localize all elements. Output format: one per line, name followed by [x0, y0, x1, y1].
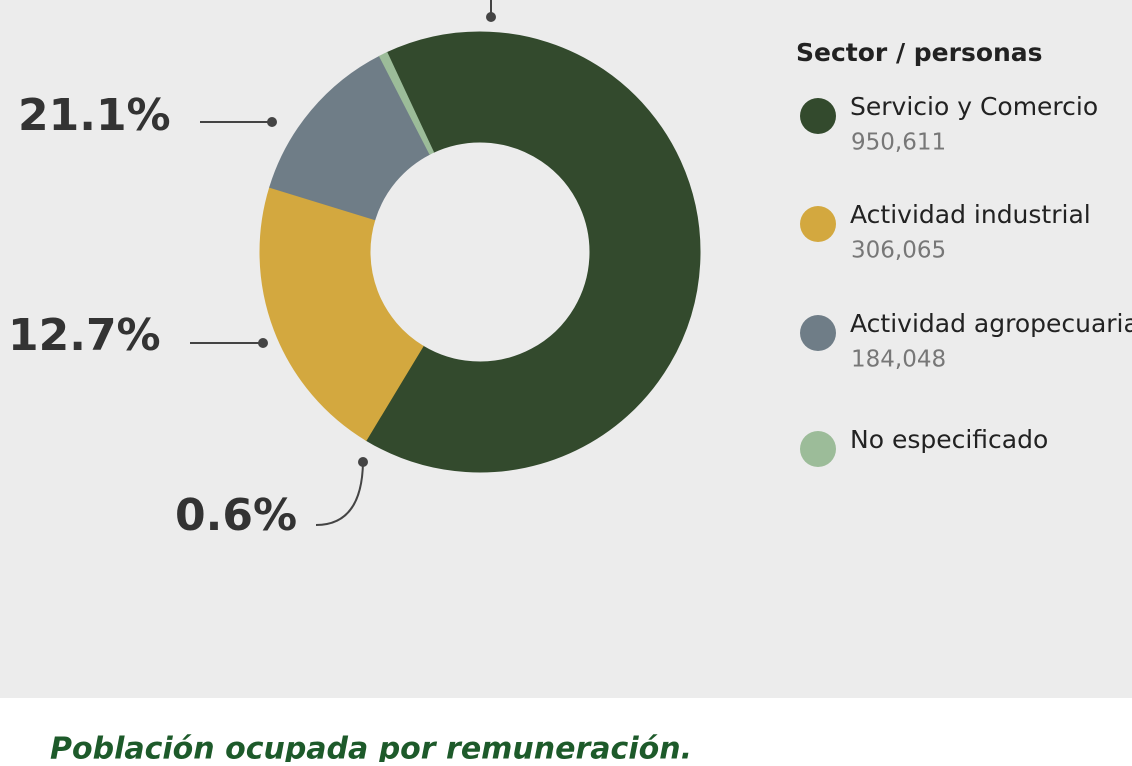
leader-line: [315, 461, 364, 526]
legend-label: Actividad agropecuaria: [850, 309, 1132, 338]
legend-marker: [800, 206, 836, 242]
data-label: 12.7%: [8, 310, 161, 361]
legend-marker: [800, 98, 836, 134]
legend-label: Servicio y Comercio: [850, 92, 1098, 121]
pie-slice: [365, 31, 701, 473]
legend-label: Actividad industrial: [850, 200, 1091, 229]
legend-title: Sector / personas: [796, 38, 1043, 67]
leader-dot: [486, 12, 496, 22]
data-label: 21.1%: [18, 90, 171, 141]
legend-count: 184,048: [851, 347, 946, 373]
legend-marker: [800, 315, 836, 351]
legend-count: 950,611: [851, 130, 946, 156]
legend-label: No especificado: [850, 425, 1048, 454]
legend-count: 306,065: [851, 238, 946, 264]
chart-title: Población ocupada por remuneración.: [50, 732, 692, 763]
pie-slice: [378, 51, 435, 155]
data-label: 0.6%: [175, 490, 297, 541]
pie-slice: [259, 186, 424, 441]
legend-marker: [800, 431, 836, 467]
